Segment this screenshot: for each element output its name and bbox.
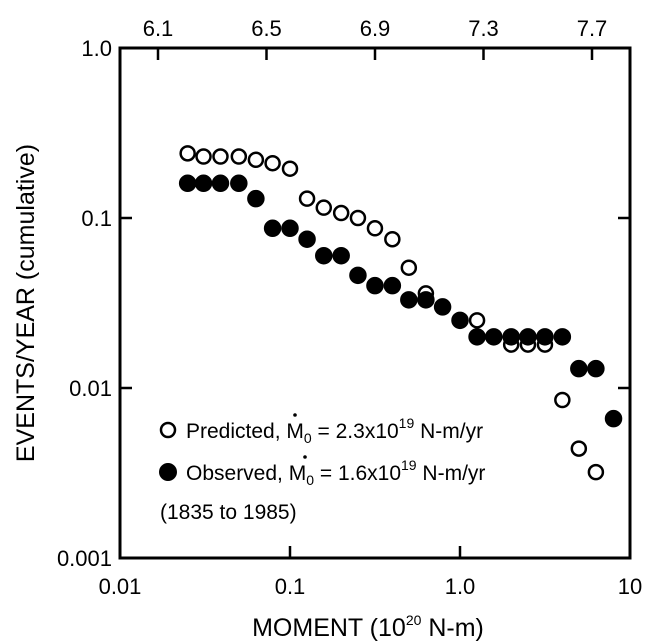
observed-point: [502, 328, 520, 346]
observed-point: [451, 311, 469, 330]
predicted-point: [195, 148, 212, 165]
legend-marker-predicted: [159, 421, 177, 439]
y-tick-label: 1.0: [81, 36, 112, 61]
observed-point: [519, 328, 537, 346]
observed-point: [349, 266, 367, 285]
predicted-point: [230, 148, 248, 165]
x-tick-label: 10: [618, 574, 642, 599]
predicted-point: [570, 440, 588, 457]
observed-point: [570, 359, 588, 378]
predicted-point: [281, 160, 299, 177]
observed-point: [247, 189, 265, 208]
top-tick-label: 6.5: [251, 16, 282, 41]
x-axis-title: MOMENT (1020 N-m): [252, 612, 484, 642]
top-tick-label: 6.1: [143, 16, 174, 41]
observed-point: [194, 174, 213, 193]
predicted-point: [212, 148, 229, 165]
observed-point: [604, 409, 623, 428]
x-axis-title-exponent: 20: [406, 612, 422, 628]
predicted-point: [349, 209, 367, 227]
x-tick-label: 1.0: [445, 574, 476, 599]
top-tick-label: 7.3: [468, 16, 499, 41]
predicted-point: [264, 154, 281, 172]
predicted-point: [384, 230, 401, 248]
observed-point: [553, 328, 572, 346]
predicted-point: [400, 259, 418, 276]
observed-point: [383, 276, 402, 295]
legend-note-observed: (1835 to 1985): [160, 501, 297, 524]
observed-point: [178, 174, 197, 193]
observed-point: [332, 246, 350, 265]
top-tick-label: 7.7: [577, 16, 608, 41]
observed-point: [587, 359, 605, 378]
observed-point: [536, 328, 554, 346]
predicted-point: [332, 204, 350, 222]
y-tick-label: 0.1: [81, 206, 112, 231]
predicted-point: [298, 190, 316, 207]
observed-point: [433, 298, 452, 316]
predicted-point: [468, 312, 486, 329]
moment-rate-symbol: M: [286, 420, 304, 443]
y-tick-label: 0.01: [69, 376, 112, 401]
observed-point: [281, 219, 299, 238]
x-tick-label: 0.01: [99, 574, 142, 599]
predicted-point: [587, 463, 605, 481]
predicted-point: [366, 220, 384, 237]
observed-point: [263, 219, 282, 238]
x-tick-label: 0.1: [275, 574, 306, 599]
observed-point: [298, 230, 316, 248]
y-tick-label: 0.001: [57, 546, 112, 571]
x-axis-title-rest: N-m): [421, 614, 483, 642]
observed-point: [211, 174, 230, 193]
predicted-point: [247, 151, 265, 169]
observed-point: [366, 276, 384, 295]
predicted-point: [179, 145, 196, 162]
predicted-point: [554, 391, 571, 409]
observed-point: [230, 174, 248, 193]
top-tick-label: 6.9: [360, 16, 391, 41]
x-axis-title-main: MOMENT (10: [252, 614, 406, 642]
observed-point: [468, 328, 486, 346]
legend-label-observed: Observed, M0 = 1.6x1019 N-m/yr: [186, 457, 485, 488]
axis-ticks: [118, 46, 632, 560]
predicted-point: [315, 199, 333, 216]
observed-point: [485, 328, 503, 346]
observed-point: [315, 246, 333, 265]
y-axis-title: EVENTS/YEAR (cumulative): [12, 144, 40, 462]
m-dot-predicted: [293, 413, 297, 417]
moment-rate-symbol: M: [289, 462, 307, 485]
series-observed: [178, 174, 623, 428]
observed-point: [400, 291, 418, 309]
legend: Predicted, M0 = 2.3x1019 N-m/yr Observed…: [159, 413, 485, 524]
legend-label-predicted: Predicted, M0 = 2.3x1019 N-m/yr: [186, 415, 483, 446]
observed-point: [417, 291, 435, 309]
axis-tick-labels: 0.01 0.1 1.0 10 0.001 0.01 0.1 1.0 6.1 6.5 6.9 7.3 7…: [57, 16, 642, 599]
legend-marker-observed: [159, 463, 177, 481]
m-dot-observed: [303, 455, 307, 459]
